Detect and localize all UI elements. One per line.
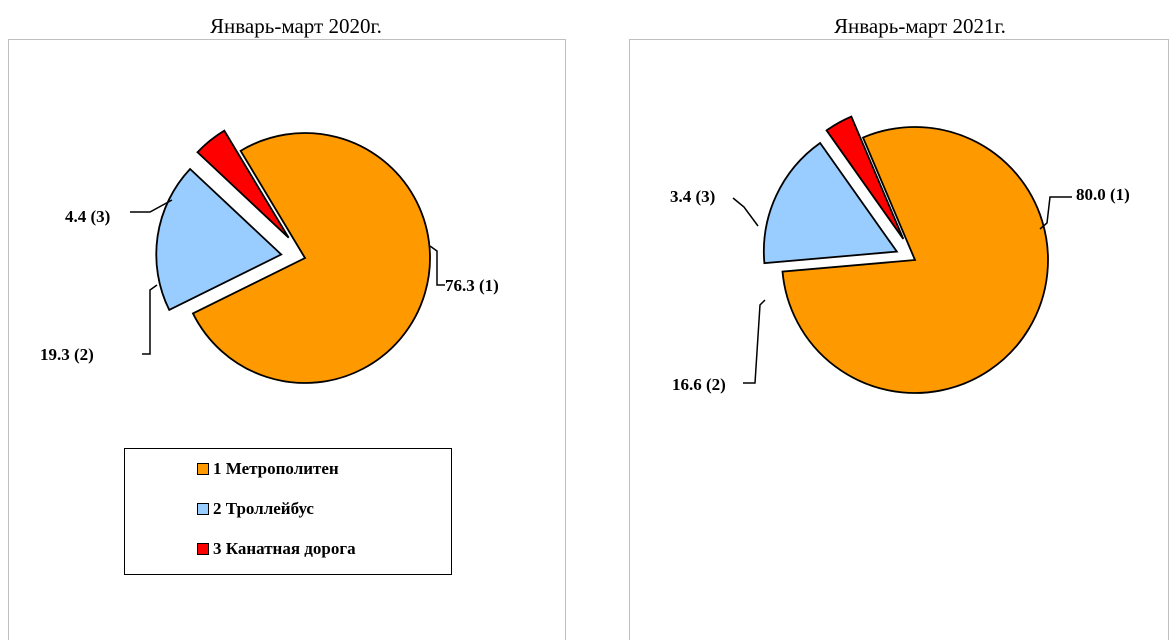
data-label-1-2: 3.4 (3)	[670, 187, 715, 206]
data-label-0-2: 4.4 (3)	[65, 207, 110, 226]
leader-line-1-0	[1039, 196, 1072, 230]
legend-label-trolleybus: 2 Троллейбус	[213, 499, 314, 518]
legend-swatch-cable-car	[197, 543, 209, 555]
data-label-1-0: 80.0 (1)	[1076, 185, 1130, 204]
leader-line-0-0	[429, 245, 445, 286]
leader-line-1-2	[732, 197, 759, 227]
pie-slice-0-1	[155, 167, 283, 312]
pie-slice-1-1	[762, 141, 899, 265]
chart-title-2021: Январь-март 2021г.	[834, 14, 1006, 38]
chart-panel-2020	[8, 39, 566, 640]
legend-swatch-trolleybus	[197, 503, 209, 515]
legend-label-cable-car: 3 Канатная дорога	[213, 539, 356, 558]
legend-item-cable-car: 3 Канатная дорога	[197, 539, 356, 559]
leader-line-0-1	[142, 284, 158, 355]
data-label-1-1: 16.6 (2)	[672, 375, 726, 394]
legend-item-metro: 1 Метрополитен	[197, 459, 339, 479]
chart-panel-2021	[629, 39, 1169, 640]
pie-slice-0-2	[196, 129, 290, 239]
leader-line-0-2	[130, 199, 173, 213]
pie-slice-1-0	[781, 126, 1049, 394]
chart-title-2020: Январь-март 2020г.	[210, 14, 382, 38]
data-label-0-1: 19.3 (2)	[40, 345, 94, 364]
legend-label-metro: 1 Метрополитен	[213, 459, 339, 478]
data-label-0-0: 76.3 (1)	[445, 276, 499, 295]
legend-swatch-metro	[197, 463, 209, 475]
leader-line-1-1	[743, 299, 766, 384]
pie-slice-1-2	[825, 115, 905, 240]
legend-item-trolleybus: 2 Троллейбус	[197, 499, 314, 519]
legend: 1 Метрополитен 2 Троллейбус 3 Канатная д…	[124, 448, 452, 575]
pie-slice-0-0	[191, 132, 431, 384]
